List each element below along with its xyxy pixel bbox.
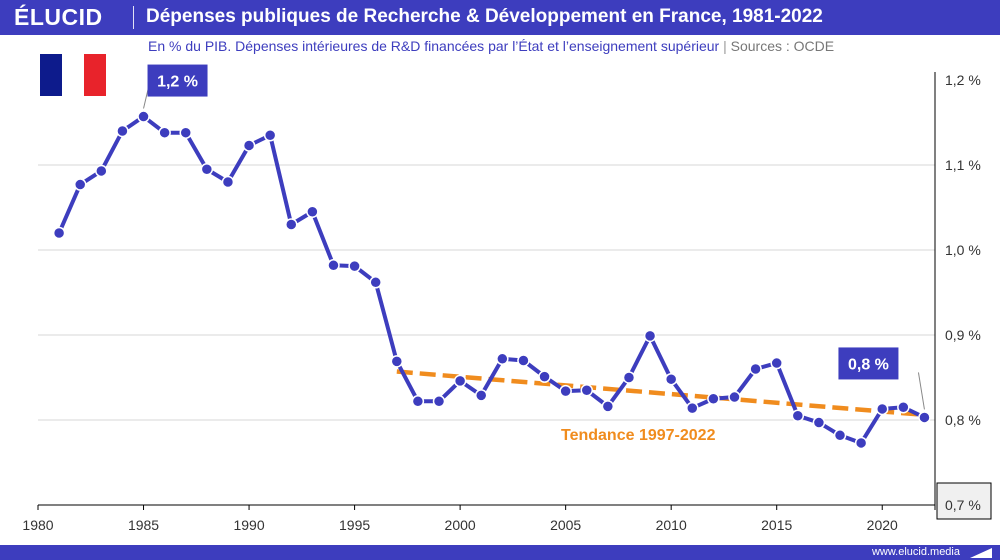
source-note: Sources : OCDE [730, 38, 835, 54]
data-point [812, 416, 826, 429]
y-axis-value-box [936, 482, 992, 520]
data-point [707, 392, 720, 405]
data-point [686, 401, 699, 415]
data-point [179, 126, 192, 139]
x-tick-label: 1990 [233, 517, 264, 533]
data-point [95, 164, 108, 178]
data-point [538, 370, 551, 383]
data-point [918, 411, 931, 424]
data-point [601, 400, 615, 413]
data-point [306, 205, 319, 218]
data-point [73, 178, 87, 191]
y-tick-label: 1,0 % [945, 242, 981, 258]
data-point [411, 395, 425, 408]
y-tick-label: 1,1 % [945, 157, 981, 173]
data-point [749, 362, 762, 376]
data-point [52, 226, 66, 240]
trend-label: Tendance 1997-2022 [561, 427, 716, 444]
data-point [897, 401, 910, 414]
chart-grid [38, 164, 935, 421]
x-tick-label: 2015 [761, 517, 792, 533]
data-point [559, 384, 572, 398]
chart-title: Dépenses publiques de Recherche & Dévelo… [146, 6, 823, 27]
annotation-label: 0,8 % [848, 356, 889, 373]
elucid-mark-icon [970, 548, 992, 558]
data-point [327, 259, 340, 272]
annotations: 1,2 % 0,8 % [143, 64, 925, 410]
x-tick-label: 2000 [445, 517, 476, 533]
data-point [432, 395, 446, 408]
flag-white-band [62, 54, 84, 96]
x-tick-label: 1980 [22, 517, 53, 533]
annotation-leader [917, 372, 925, 410]
footer-bar: www.elucid.media [0, 545, 1000, 560]
subtitle-row: En % du PIB. Dépenses intérieures de R&D… [148, 38, 834, 54]
data-point [116, 124, 129, 138]
trend-line [396, 369, 925, 418]
elucid-logo[interactable]: ÉLUCID [14, 4, 103, 30]
data-point [474, 389, 488, 402]
series-points [52, 110, 931, 450]
logo-divider [133, 6, 134, 29]
subtitle-separator: | [723, 38, 727, 54]
flag-red-band [84, 54, 106, 96]
annotation-box [838, 347, 899, 380]
data-point [348, 259, 361, 273]
data-point [664, 372, 678, 386]
x-tick-label: 2020 [867, 517, 898, 533]
x-tick-label: 1985 [128, 517, 159, 533]
x-tick-label: 2005 [550, 517, 581, 533]
x-axis: 1980 1985 1990 1995 2000 2005 2010 2015 2020 [22, 504, 935, 533]
data-point [137, 110, 150, 123]
y-tick-label: 0,7 % [945, 497, 981, 513]
data-point [517, 354, 530, 367]
data-point [242, 139, 256, 152]
header-bar: ÉLUCID Dépenses publiques de Recherche &… [0, 0, 1000, 35]
footer-url[interactable]: www.elucid.media [871, 546, 960, 558]
data-point [390, 355, 404, 368]
france-flag-icon [40, 54, 106, 96]
annotation-box [147, 64, 208, 97]
series-line [57, 114, 926, 445]
flag-blue-band [40, 54, 62, 96]
y-axis: 1,2 % 1,1 % 1,0 % 0,9 % 0,8 % 0,7 % [934, 72, 981, 513]
line-chart: 1,2 %1,1 %1,0 %0,9 %0,8 %0,7 % 1980 1985 1… [22, 64, 992, 533]
x-tick-label: 2010 [656, 517, 687, 533]
y-tick-label: 0,8 % [945, 412, 981, 428]
data-point [622, 371, 636, 384]
data-point [221, 175, 235, 189]
x-tick-label: 1995 [339, 517, 370, 533]
y-tick-label: 1,2 % [945, 72, 981, 88]
data-point [854, 436, 868, 450]
data-point [158, 126, 171, 139]
data-point [200, 163, 214, 176]
data-point [580, 384, 594, 397]
data-point [833, 429, 847, 442]
data-point [770, 356, 783, 370]
data-point [875, 402, 889, 416]
data-point [369, 276, 382, 289]
data-point [791, 409, 805, 422]
data-point [263, 129, 277, 142]
data-point [728, 390, 741, 404]
data-point [285, 218, 298, 231]
data-point [643, 329, 657, 343]
data-point [453, 374, 467, 388]
data-point [496, 352, 509, 366]
y-tick-label: 0,9 % [945, 327, 981, 343]
annotation-label: 1,2 % [157, 74, 198, 91]
chart-subtitle: En % du PIB. Dépenses intérieures de R&D… [148, 38, 720, 54]
